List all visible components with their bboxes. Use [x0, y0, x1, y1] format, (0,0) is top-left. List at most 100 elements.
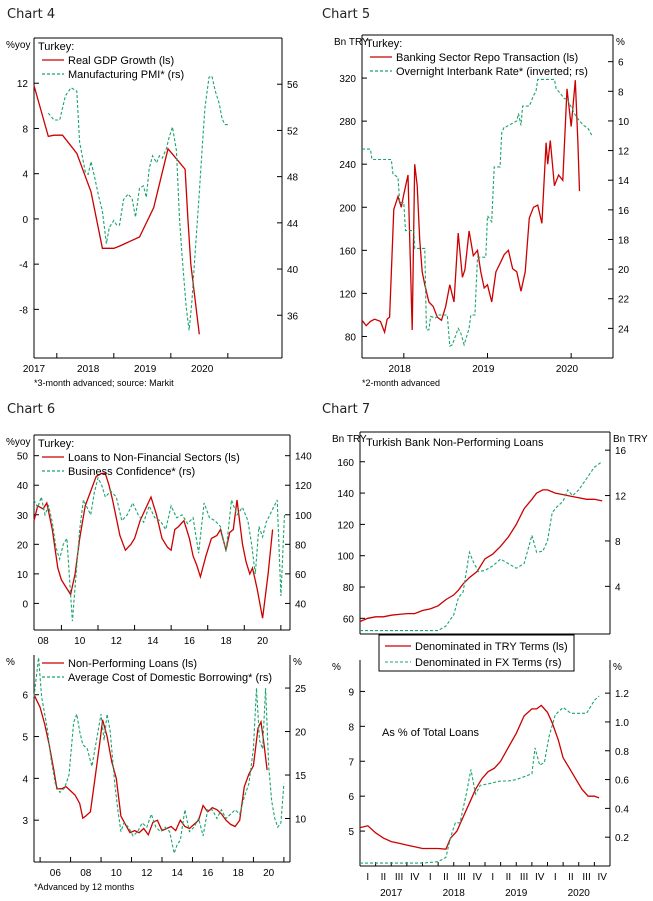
chart7_top-series-red-line — [359, 489, 603, 623]
chart4-legend-label: Manufacturing PMI* (rs) — [68, 69, 184, 81]
chart7_top-left-tick-label: 60 — [343, 614, 355, 625]
chart7-legend-box — [378, 634, 575, 672]
chart7_bottom-right-tick-label: 0.6 — [615, 776, 629, 787]
chart7-title: Chart 7 — [322, 402, 371, 417]
chart4-title: Chart 4 — [7, 7, 56, 22]
chart7_bottom-quarter-label: I — [554, 872, 557, 883]
chart5-right-tick-label: 12 — [618, 147, 630, 158]
chart4-series-red-line — [33, 85, 200, 335]
chart4-left-tick-label: 4 — [22, 170, 28, 181]
chart6_top-x-tick-label: 18 — [220, 636, 232, 647]
chart7_bottom-quarter-label: I — [491, 872, 494, 883]
chart6_bottom-x-tick-label: 18 — [233, 868, 245, 879]
chart6_bottom-group: 6 5 4 3 25 20 15 10% % 06 08 10 12 14 16 18 20 Non-Perfor… — [6, 655, 307, 892]
chart6_bottom-left-tick-label: 5 — [22, 733, 28, 744]
chart6_top-legend-label: Loans to Non-Financial Sectors (ls) — [68, 452, 240, 464]
chart6_bottom-right-unit: % — [293, 657, 302, 668]
chart6_bottom-right-tick-label: 10 — [295, 815, 307, 826]
chart7_bottom-right-tick-label: 0.8 — [615, 747, 629, 758]
chart6_top-right-tick-label: 140 — [295, 452, 312, 463]
chart7_bottom-quarter-label: I — [429, 872, 432, 883]
chart5-right-tick-label: 16 — [618, 206, 630, 217]
chart7_bottom-year-label: 2019 — [505, 888, 528, 899]
chart7_top-left-tick-label: 80 — [343, 583, 355, 594]
chart4-x-tick-label: 2019 — [134, 364, 157, 375]
chart4-right-tick-label: 48 — [287, 173, 299, 184]
chart4-right-tick-label: 52 — [287, 126, 299, 137]
chart7_bottom-quarter-label: III — [395, 872, 403, 883]
chart6_bottom-right-tick-label: 25 — [295, 684, 307, 695]
chart6_bottom-series-green-dashed-line — [33, 657, 285, 856]
chart7_bottom-year-label: 2017 — [380, 888, 403, 899]
chart5-legend-label: Banking Sector Repo Transaction (ls) — [396, 52, 578, 64]
chart6_bottom-footnote: *Advanced by 12 months — [34, 882, 135, 892]
chart7-legend-try: Denominated in TRY Terms (ls) — [415, 641, 568, 653]
chart7_bottom-right-tick-label: 1.2 — [615, 689, 629, 700]
chart5-left-tick-label: 80 — [345, 332, 357, 343]
chart7_bottom-left-tick-label: 6 — [348, 792, 354, 803]
chart7_bottom-quarter-label: II — [506, 872, 512, 883]
chart6_top-right-tick-label: 120 — [295, 481, 312, 492]
chart6_top-panel-label: Turkey: — [38, 438, 74, 450]
chart4-right-tick-label: 40 — [287, 265, 299, 276]
chart6_top-x-tick-label: 10 — [74, 636, 86, 647]
chart6_top-x-tick-label: 16 — [184, 636, 196, 647]
chart5-right-tick-label: 22 — [618, 295, 630, 306]
chart5-right-tick-label: 14 — [618, 176, 630, 187]
chart5-right-tick-label: 24 — [618, 324, 630, 335]
chart6_bottom-x-tick-label: 06 — [50, 868, 62, 879]
chart4-panel-label: Turkey: — [38, 41, 74, 53]
chart5-left-unit: Bn TRY — [334, 37, 369, 48]
chart4-series-green-dashed-line — [47, 75, 228, 331]
chart5-right-tick-label: 6 — [618, 58, 624, 69]
chart6_top-left-tick-label: 0 — [22, 599, 28, 610]
chart6_top-x-tick-label: 08 — [38, 636, 50, 647]
chart7_bottom-quarter-label: IV — [597, 872, 607, 883]
chart7_bottom-quarter-label: II — [443, 872, 449, 883]
chart7_bottom-quarter-label: III — [457, 872, 465, 883]
chart7_top-right-tick-label: 12 — [615, 492, 627, 503]
chart6_top-left-tick-label: 30 — [17, 511, 29, 522]
chart5-left-tick-label: 120 — [339, 289, 356, 300]
chart6_top-left-tick-label: 10 — [17, 570, 29, 581]
chart7_bottom-quarter-label: II — [568, 872, 574, 883]
chart7_bottom-quarter-label: II — [381, 872, 387, 883]
chart7_bottom-right-tick-label: 0.4 — [615, 804, 629, 815]
chart6_bottom-x-tick-label: 20 — [263, 868, 275, 879]
chart6_bottom-series-red-line — [33, 694, 268, 837]
chart4-x-tick-label: 2020 — [191, 364, 214, 375]
chart4-x-tick-label: 2018 — [77, 364, 100, 375]
chart7_bottom-quarter-label: IV — [472, 872, 482, 883]
chart7_bottom-right-unit: % — [613, 662, 622, 673]
chart7_bottom-quarter-label: III — [582, 872, 590, 883]
chart5-legend-label: Overnight Interbank Rate* (inverted; rs) — [396, 66, 588, 78]
chart5-right-tick-label: 8 — [618, 87, 624, 98]
chart6_bottom-left-tick-label: 6 — [22, 691, 28, 702]
chart5-right-tick-label: 18 — [618, 235, 630, 246]
chart6_bottom-legend-label: Average Cost of Domestic Borrowing* (rs) — [68, 672, 272, 684]
chart5-right-unit: % — [616, 37, 625, 48]
chart7_bottom-series-green-dashed-line — [360, 695, 600, 864]
chart5-left-tick-label: 280 — [339, 117, 356, 128]
chart4-footnote: *3-month advanced; source: Markit — [34, 378, 174, 388]
chart7_bottom-right-tick-label: 1.0 — [615, 718, 629, 729]
chart6_top-left-unit: %yoy — [6, 437, 30, 448]
chart7_bottom-left-tick-label: 7 — [348, 757, 354, 768]
chart4-right-tick-label: 56 — [287, 80, 299, 91]
chart6_top-right-tick-label: 60 — [295, 570, 307, 581]
chart7_bottom-year-label: 2020 — [568, 888, 591, 899]
chart6_bottom-x-tick-label: 12 — [141, 868, 153, 879]
chart4-left-unit: %yoy — [6, 40, 30, 51]
chart5-series-green-dashed-line — [362, 78, 593, 347]
chart7_top-right-tick-label: 8 — [615, 537, 621, 548]
chart5-right-tick-label: 10 — [618, 117, 630, 128]
chart7_bottom-panel-label: As % of Total Loans — [382, 727, 480, 739]
chart6-title: Chart 6 — [7, 402, 56, 417]
chart7_bottom-left-tick-label: 5 — [348, 827, 354, 838]
chart5-right-tick-label: 20 — [618, 265, 630, 276]
chart7_top-left-tick-label: 120 — [337, 520, 354, 531]
